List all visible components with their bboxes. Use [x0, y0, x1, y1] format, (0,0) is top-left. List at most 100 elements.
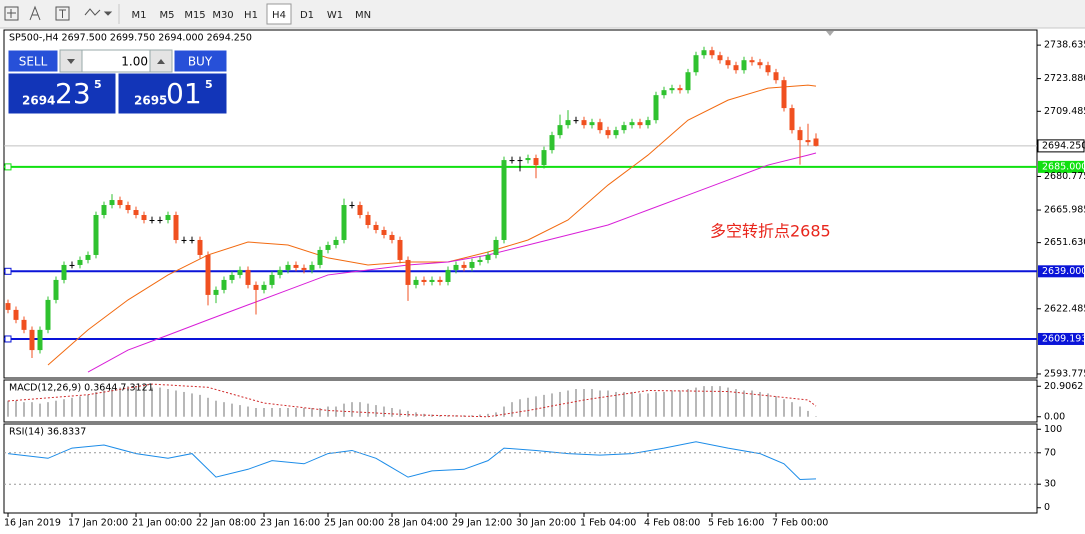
candle-body — [261, 284, 267, 290]
icon-label[interactable] — [55, 6, 70, 21]
candle-body — [317, 249, 323, 265]
candle-body — [493, 239, 499, 255]
icon-text[interactable] — [29, 5, 41, 21]
macd-bar — [143, 386, 145, 417]
candle-body — [445, 269, 451, 282]
level-label-box — [1038, 332, 1084, 345]
annotation: 多空转折点2685 — [710, 222, 831, 241]
candle-body — [517, 160, 523, 162]
candle-body — [165, 215, 171, 221]
candle-body — [253, 284, 259, 290]
macd-bar — [719, 386, 721, 417]
y-tick-label: 2593.775 — [1044, 368, 1085, 379]
x-tick-label: 17 Jan 20:00 — [68, 518, 128, 529]
macd-bar — [271, 408, 273, 417]
macd-bar — [543, 394, 545, 417]
candle-body — [357, 205, 363, 216]
rsi-panel — [3, 423, 1038, 514]
candle-body — [589, 122, 595, 126]
candle-body — [733, 65, 739, 71]
candle-body — [533, 158, 539, 166]
macd-bar — [575, 389, 577, 417]
icon-dropdown[interactable] — [103, 11, 113, 16]
candle-body — [741, 60, 747, 71]
timeframe-button[interactable]: H4 — [272, 10, 286, 21]
bid-big: 2694 — [22, 94, 55, 108]
candle-body — [653, 95, 659, 121]
candle-body — [421, 279, 427, 282]
ask-pips: 01 — [166, 77, 202, 110]
candle-body — [85, 254, 91, 260]
candle-body — [277, 269, 283, 275]
candle-body — [749, 60, 755, 63]
timeframe-button[interactable]: M1 — [132, 10, 147, 21]
candle-body — [389, 234, 395, 240]
candle-body — [413, 279, 419, 285]
macd-bar — [639, 393, 641, 417]
candle-body — [621, 125, 627, 131]
timeframe-button[interactable]: D1 — [300, 10, 314, 21]
timeframe-button[interactable]: W1 — [327, 10, 343, 21]
macd-bar — [751, 390, 753, 417]
macd-bar — [319, 408, 321, 417]
current-price-box — [1037, 139, 1085, 153]
toolbar — [0, 0, 1085, 28]
macd-bar — [655, 391, 657, 417]
macd-bar — [391, 408, 393, 417]
timeframe-button[interactable]: MN — [355, 10, 371, 21]
macd-bar — [599, 390, 601, 417]
sell-button[interactable] — [7, 49, 59, 73]
macd-bar — [431, 414, 433, 417]
macd-bar — [551, 393, 553, 417]
candle-body — [645, 120, 651, 126]
macd-bar — [503, 406, 505, 417]
macd-bar — [607, 390, 609, 417]
candle-body — [237, 269, 243, 275]
macd-bar — [703, 386, 705, 417]
bid-box[interactable] — [7, 72, 117, 115]
macd-bar — [479, 414, 481, 417]
candle-body — [365, 215, 371, 225]
ask-box[interactable] — [117, 72, 228, 115]
macd-bar — [127, 386, 129, 417]
macd-bar — [287, 408, 289, 417]
candle-body — [469, 262, 475, 268]
icon-crosshair[interactable] — [4, 6, 19, 21]
candle-body — [549, 135, 555, 151]
timeframe-button[interactable]: M30 — [212, 10, 233, 21]
macd-bar — [151, 387, 153, 417]
macd-bar — [15, 400, 17, 417]
candle-body — [181, 239, 187, 241]
candle-body — [781, 80, 787, 109]
macd-bar — [631, 391, 633, 417]
candle-body — [573, 120, 579, 122]
macd-bar — [623, 391, 625, 417]
macd-bar — [407, 410, 409, 417]
candle-body — [293, 264, 299, 268]
y-tick-label: 20.9062 — [1044, 381, 1083, 392]
timeframe-button[interactable]: H1 — [244, 10, 258, 21]
candle-body — [605, 130, 611, 136]
candle-body — [597, 122, 603, 131]
buy-button[interactable] — [173, 49, 228, 73]
icon-shapes[interactable] — [84, 8, 101, 16]
macd-bar — [647, 393, 649, 417]
candle-body — [629, 122, 635, 126]
macd-bar — [327, 406, 329, 417]
candle-body — [565, 120, 571, 126]
macd-bar — [615, 391, 617, 417]
candle-body — [45, 299, 51, 330]
panel-title: RSI(14) 36.8337 — [9, 427, 86, 438]
candle-body — [381, 229, 387, 235]
macd-bar — [255, 408, 257, 417]
macd-bar — [359, 402, 361, 417]
timeframe-button[interactable]: M15 — [184, 10, 205, 21]
level-handle — [4, 267, 12, 275]
x-tick-label: 23 Jan 16:00 — [260, 518, 320, 529]
toolbar-icons — [4, 4, 120, 24]
candle-body — [309, 264, 315, 270]
macd-bar — [735, 389, 737, 417]
shift-marker — [826, 31, 834, 36]
timeframe-button[interactable]: M5 — [160, 10, 175, 21]
